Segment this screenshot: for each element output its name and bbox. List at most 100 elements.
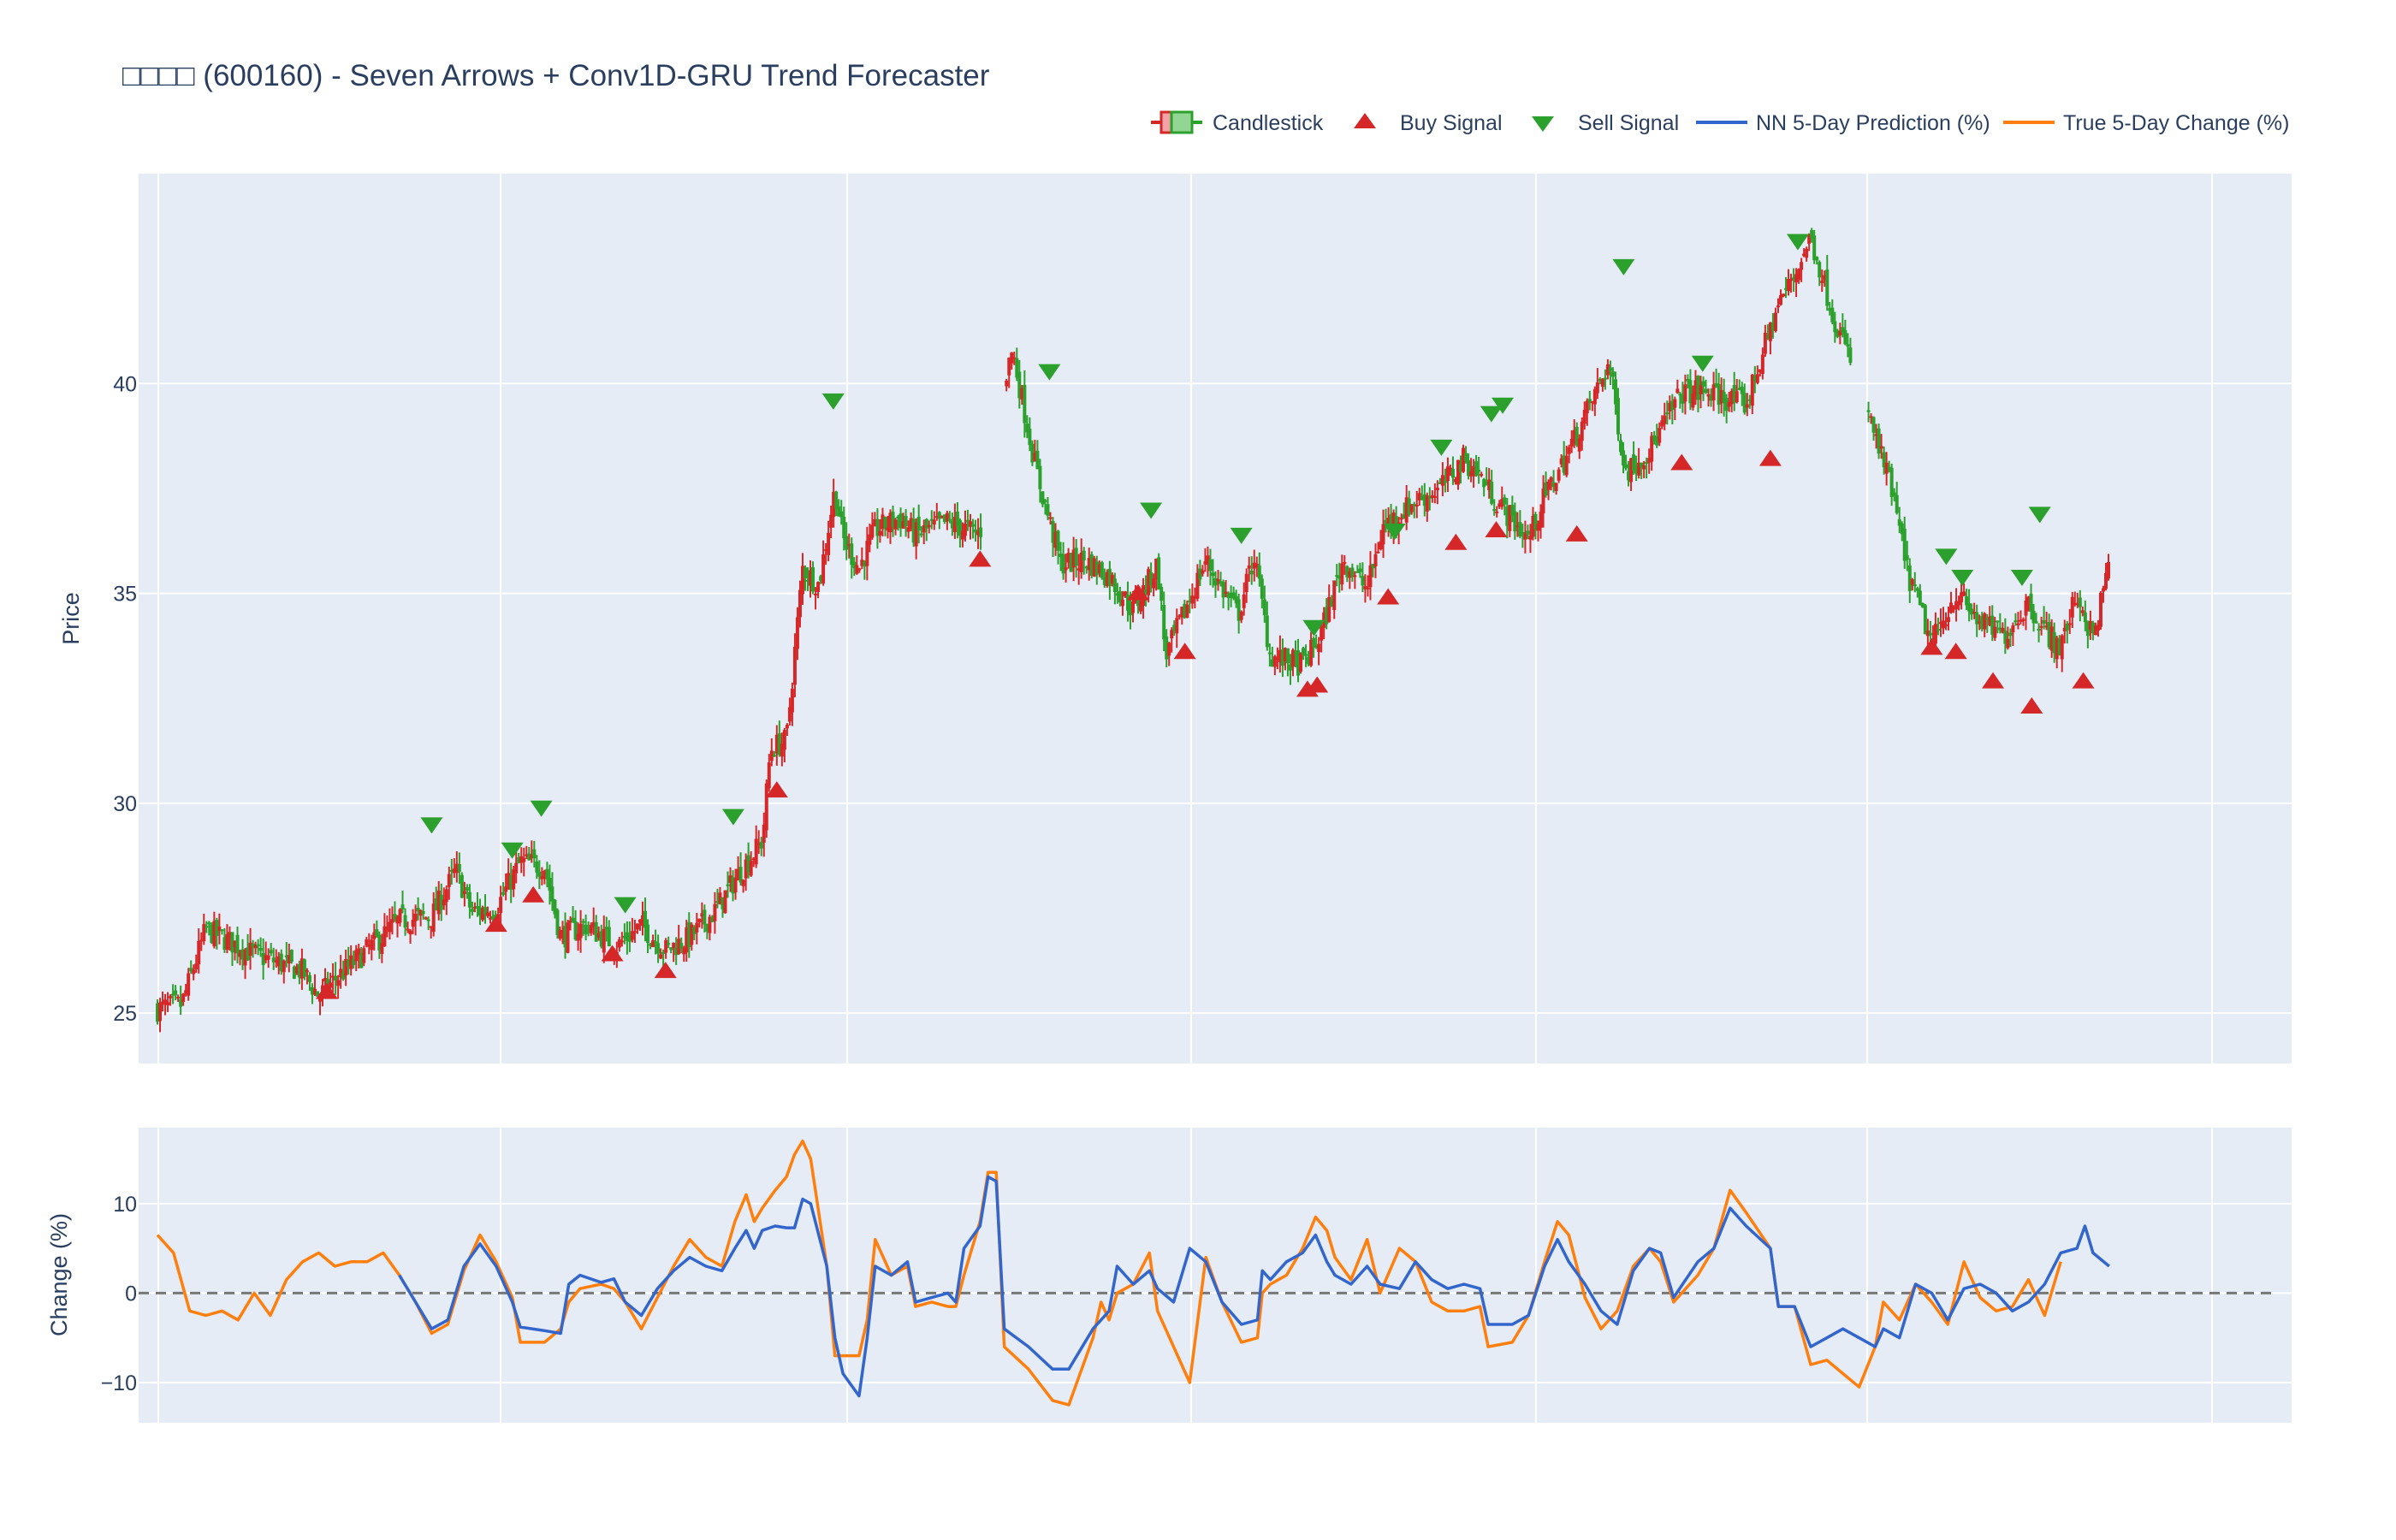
candle-body[interactable]: [1015, 358, 1019, 378]
candle-body[interactable]: [2049, 626, 2054, 651]
candle-body[interactable]: [1407, 498, 1411, 515]
candle-body[interactable]: [1559, 458, 1563, 465]
candle-body[interactable]: [721, 897, 725, 909]
candle-body[interactable]: [555, 909, 560, 936]
candle-body[interactable]: [1763, 332, 1767, 354]
candle-body[interactable]: [1920, 603, 1925, 607]
candle-body[interactable]: [504, 886, 508, 892]
candle-body[interactable]: [1688, 380, 1693, 404]
candle-body[interactable]: [1704, 388, 1708, 394]
candle-body[interactable]: [1528, 536, 1533, 540]
candle-body[interactable]: [1394, 516, 1398, 525]
candle-body[interactable]: [424, 917, 428, 920]
candle-body[interactable]: [2075, 603, 2079, 606]
candle-body[interactable]: [1474, 461, 1479, 476]
candle-body[interactable]: [1760, 354, 1764, 374]
candle-body[interactable]: [1074, 548, 1078, 566]
candle-body[interactable]: [924, 518, 928, 529]
candle-body[interactable]: [486, 912, 490, 916]
candle-body[interactable]: [491, 915, 495, 920]
candle-body[interactable]: [1487, 479, 1492, 490]
candle-body[interactable]: [161, 1001, 165, 1004]
candle-body[interactable]: [1307, 656, 1311, 665]
candle-body[interactable]: [1343, 561, 1347, 564]
candle-body[interactable]: [334, 975, 338, 981]
candle-body[interactable]: [483, 907, 488, 915]
candle-body[interactable]: [184, 990, 188, 994]
candle-body[interactable]: [1283, 648, 1287, 662]
candle-body[interactable]: [179, 999, 183, 1007]
candle-body[interactable]: [489, 917, 493, 920]
candle-body[interactable]: [163, 999, 168, 1005]
candle-body[interactable]: [713, 903, 717, 921]
candle-body[interactable]: [1348, 571, 1352, 578]
candle-body[interactable]: [809, 570, 813, 586]
candle-body[interactable]: [189, 968, 193, 972]
candle-body[interactable]: [377, 934, 382, 951]
candle-body[interactable]: [1239, 611, 1243, 620]
candle-body[interactable]: [667, 943, 671, 945]
candle-body[interactable]: [591, 921, 596, 927]
candle-body[interactable]: [1884, 462, 1889, 474]
candle-body[interactable]: [589, 925, 593, 933]
candle-body[interactable]: [1102, 577, 1106, 585]
candle-body[interactable]: [1513, 511, 1517, 532]
candle-body[interactable]: [1936, 629, 1940, 631]
candle-body[interactable]: [1211, 572, 1215, 577]
candle-body[interactable]: [550, 886, 555, 902]
candle-body[interactable]: [336, 980, 341, 986]
candle-body[interactable]: [1110, 574, 1114, 583]
candle-body[interactable]: [1792, 277, 1796, 280]
candle-body[interactable]: [1923, 605, 1927, 635]
candle-body[interactable]: [1818, 262, 1822, 278]
candle-body[interactable]: [695, 922, 699, 933]
sell-signal-marker[interactable]: [1230, 527, 1253, 544]
candle-body[interactable]: [654, 941, 658, 944]
candle-body[interactable]: [1053, 532, 1058, 548]
candle-body[interactable]: [1325, 607, 1329, 625]
candle-body[interactable]: [395, 916, 400, 924]
candle-body[interactable]: [837, 506, 841, 517]
candle-body[interactable]: [1165, 636, 1169, 660]
candle-body[interactable]: [1147, 569, 1151, 595]
candle-body[interactable]: [1237, 599, 1241, 621]
candle-body[interactable]: [359, 952, 364, 968]
candle-body[interactable]: [467, 891, 471, 908]
candle-body[interactable]: [1112, 578, 1117, 593]
candle-body[interactable]: [1010, 352, 1014, 364]
candle-body[interactable]: [393, 914, 397, 920]
candle-body[interactable]: [814, 593, 818, 595]
candle-body[interactable]: [1753, 376, 1757, 382]
candle-body[interactable]: [2062, 627, 2067, 631]
candle-body[interactable]: [584, 924, 588, 934]
candle-body[interactable]: [439, 894, 443, 910]
candle-body[interactable]: [1485, 481, 1489, 486]
candle-body[interactable]: [329, 982, 333, 988]
candle-body[interactable]: [625, 932, 629, 941]
candle-body[interactable]: [1655, 436, 1659, 446]
candle-body[interactable]: [705, 923, 709, 932]
candle-body[interactable]: [945, 512, 949, 522]
candle-body[interactable]: [1784, 287, 1788, 290]
candle-body[interactable]: [599, 931, 603, 947]
candle-body[interactable]: [2080, 610, 2085, 613]
candle-body[interactable]: [1288, 664, 1292, 671]
candle-body[interactable]: [1879, 446, 1883, 449]
candle-body[interactable]: [517, 857, 521, 863]
candle-body[interactable]: [772, 755, 776, 757]
candle-body[interactable]: [1368, 565, 1373, 588]
candle-body[interactable]: [1505, 506, 1509, 526]
candle-body[interactable]: [1544, 482, 1548, 495]
candle-body[interactable]: [2016, 623, 2020, 625]
candle-body[interactable]: [1546, 481, 1551, 490]
candle-body[interactable]: [865, 541, 869, 566]
candle-body[interactable]: [1490, 482, 1494, 504]
candle-body[interactable]: [403, 915, 407, 928]
candle-body[interactable]: [703, 909, 707, 925]
candle-body[interactable]: [1363, 586, 1367, 589]
candle-body[interactable]: [940, 515, 944, 518]
candle-body[interactable]: [532, 849, 537, 859]
candle-body[interactable]: [1185, 604, 1189, 618]
candle-body[interactable]: [1472, 465, 1476, 477]
candle-body[interactable]: [197, 940, 201, 964]
